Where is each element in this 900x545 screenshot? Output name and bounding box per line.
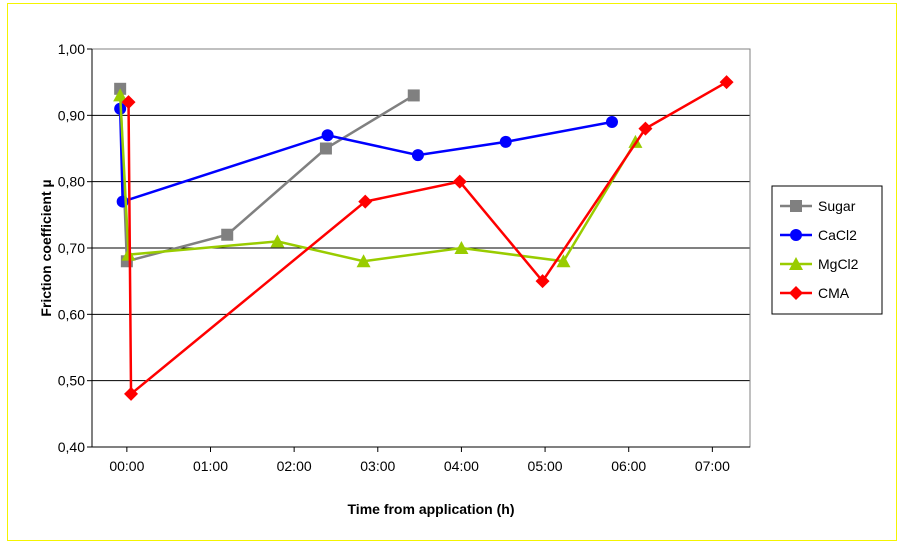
legend-item-cacl2: CaCl2 <box>780 227 857 243</box>
series-line-sugar <box>118 88 415 263</box>
data-point-cma-4 <box>535 274 550 289</box>
data-point-mgcl2-3 <box>356 254 371 268</box>
y-tick-label-1: 0,50 <box>58 373 85 389</box>
legend-label: Sugar <box>818 198 856 214</box>
data-point-mgcl2-1 <box>121 247 136 261</box>
data-point-sugar-3 <box>319 142 332 155</box>
y-tick-label-0: 0,40 <box>58 439 85 455</box>
data-point-cma-1 <box>124 386 139 401</box>
y-tick-label-5: 0,90 <box>58 107 85 123</box>
data-point-mgcl2-4 <box>454 241 469 254</box>
y-tick-label-4: 0,80 <box>58 174 85 190</box>
x-tick-label-6: 06:00 <box>611 458 646 474</box>
data-point-cma-6 <box>719 75 734 90</box>
data-point-cacl2-2 <box>321 129 334 142</box>
legend-label: MgCl2 <box>818 256 859 272</box>
series-cacl2 <box>114 102 618 208</box>
legend-swatch-marker <box>790 200 802 212</box>
data-point-mgcl2-0 <box>113 88 128 102</box>
data-point-sugar-2 <box>221 228 234 241</box>
data-point-mgcl2-2 <box>270 234 285 248</box>
data-point-cma-2 <box>358 194 373 209</box>
x-tick-label-3: 03:00 <box>360 458 395 474</box>
x-axis-title: Time from application (h) <box>348 501 515 517</box>
y-axis-title: Friction coefficient µ <box>38 179 54 316</box>
legend-swatch-marker <box>790 229 802 241</box>
series-line-cacl2 <box>118 108 613 204</box>
series-mgcl2 <box>113 88 643 268</box>
data-point-mgcl2-5 <box>556 254 571 268</box>
legend-item-cma: CMA <box>780 285 850 301</box>
x-tick-label-4: 04:00 <box>444 458 479 474</box>
legend-swatch-marker <box>789 286 803 300</box>
legend: Sugar CaCl2 MgCl2 CMA <box>780 198 859 301</box>
data-point-cacl2-3 <box>411 149 424 162</box>
y-tick-label-3: 0,70 <box>58 240 85 256</box>
x-tick-label-2: 02:00 <box>277 458 312 474</box>
data-point-cma-0 <box>121 95 136 110</box>
y-tick-label-6: 1,00 <box>58 41 85 57</box>
data-point-cma-5 <box>638 121 653 136</box>
x-tick-label-7: 07:00 <box>695 458 730 474</box>
data-point-sugar-4 <box>407 89 420 102</box>
data-point-cacl2-4 <box>499 135 512 148</box>
x-tick-label-0: 00:00 <box>109 458 144 474</box>
legend-item-sugar: Sugar <box>780 198 856 214</box>
legend-swatch-marker <box>789 257 803 270</box>
data-point-cma-3 <box>452 174 467 189</box>
chart-frame <box>7 3 897 541</box>
series-sugar <box>114 82 420 268</box>
series-cma <box>121 75 734 401</box>
legend-label: CaCl2 <box>818 227 857 243</box>
tick-labels: 0,40 0,50 0,60 0,70 0,80 0,90 1,00 00:00 01:00 02… <box>58 41 730 474</box>
legend-item-mgcl2: MgCl2 <box>780 256 859 272</box>
legend-label: CMA <box>818 285 850 301</box>
y-tick-label-2: 0,60 <box>58 306 85 322</box>
series-group <box>113 75 734 401</box>
x-tick-label-1: 01:00 <box>193 458 228 474</box>
data-point-cacl2-5 <box>605 115 618 128</box>
x-tick-label-5: 05:00 <box>528 458 563 474</box>
